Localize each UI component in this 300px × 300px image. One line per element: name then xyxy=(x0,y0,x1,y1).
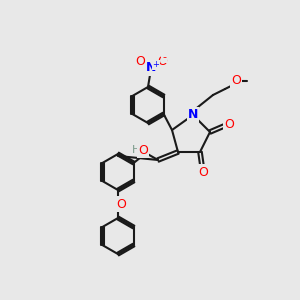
Text: H: H xyxy=(132,145,140,155)
Text: N: N xyxy=(146,61,156,74)
Text: O: O xyxy=(198,166,208,178)
Text: O: O xyxy=(231,74,241,88)
Text: O: O xyxy=(138,143,148,157)
Text: N: N xyxy=(188,109,198,122)
Text: -: - xyxy=(162,52,166,62)
Text: O: O xyxy=(135,56,145,68)
Text: +: + xyxy=(153,61,159,70)
Text: O: O xyxy=(157,56,167,68)
Text: O: O xyxy=(116,197,126,211)
Text: O: O xyxy=(224,118,234,130)
